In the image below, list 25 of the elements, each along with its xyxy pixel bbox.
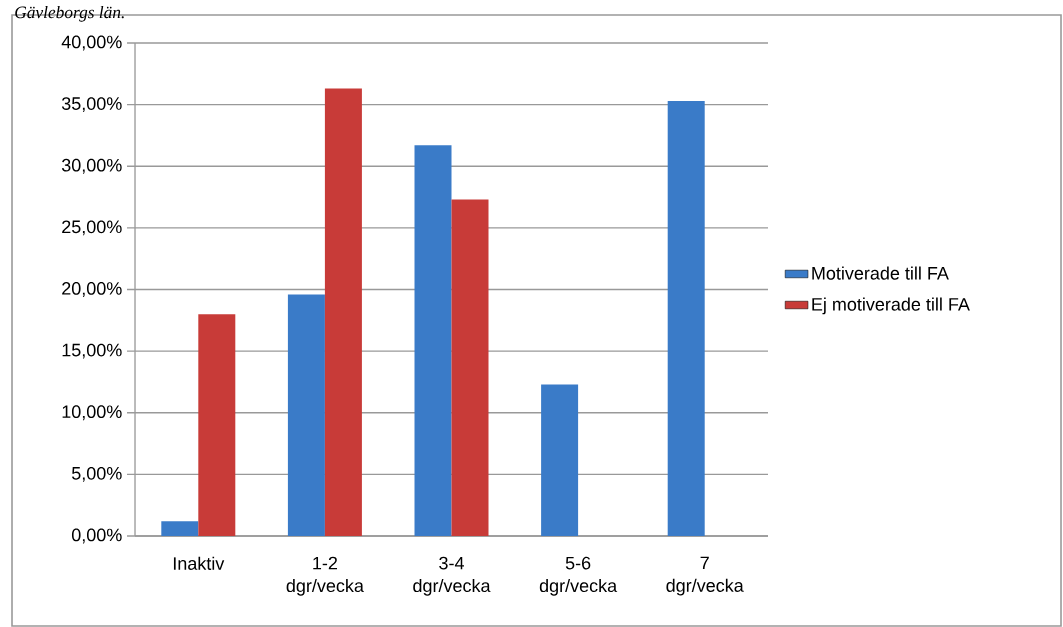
- bar: [667, 100, 705, 536]
- x-tick-label: 3-4 dgr/vecka: [413, 556, 491, 596]
- x-tick-label: 1-2 dgr/vecka: [286, 556, 364, 596]
- x-tick-label: 5-6 dgr/vecka: [539, 556, 618, 596]
- bar: [287, 294, 325, 536]
- bar: [161, 521, 199, 536]
- y-tick-label: 0,00%: [71, 528, 122, 544]
- legend-label: Ej motiverade till FA: [812, 297, 970, 315]
- bar: [198, 314, 236, 536]
- bar: [414, 145, 452, 536]
- y-tick-label: 25,00%: [62, 220, 122, 236]
- y-tick-label: 40,00%: [61, 35, 122, 51]
- bar: [451, 199, 489, 536]
- y-tick-label: 5,00%: [71, 466, 122, 482]
- y-tick-label: 20,00%: [62, 282, 122, 297]
- y-tick-label: 10,00%: [62, 405, 122, 421]
- text: Gävleborgs län.: [15, 5, 124, 22]
- x-tick-label: 7 dgr/vecka: [666, 556, 744, 596]
- x-tick-label: Inaktiv: [173, 556, 225, 570]
- legend-label: Motiverade till FA: [812, 266, 949, 280]
- bar: [541, 384, 579, 536]
- bar: [324, 88, 362, 536]
- y-tick-label: 35,00%: [61, 97, 122, 113]
- y-tick-label: 15,00%: [62, 343, 122, 359]
- y-tick-label: 30,00%: [61, 158, 122, 174]
